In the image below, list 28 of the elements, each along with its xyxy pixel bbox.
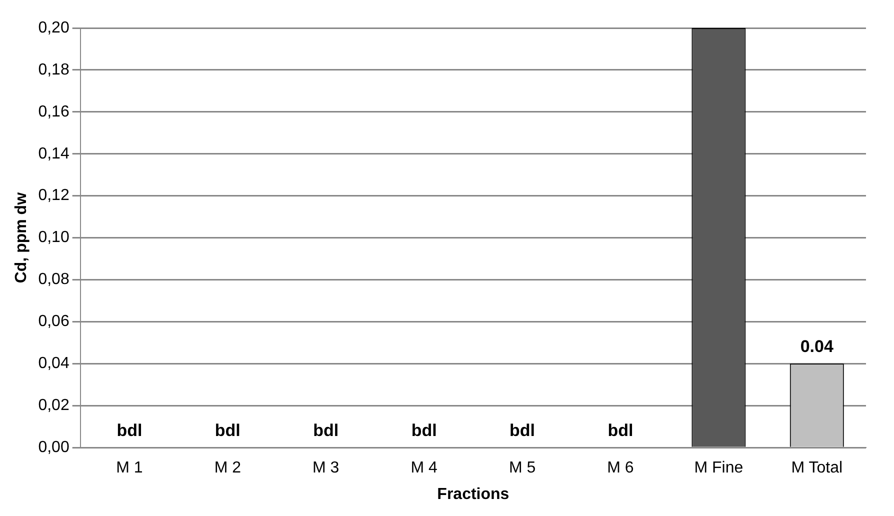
y-tick-label: 0,06	[38, 313, 70, 330]
data-label: bdl	[313, 420, 339, 440]
data-label: bdl	[608, 420, 634, 440]
x-tick-label: M Fine	[694, 460, 744, 477]
data-label: bdl	[411, 420, 437, 440]
x-tick-label: M 4	[410, 460, 438, 477]
x-tick-label: M 5	[508, 460, 536, 477]
x-tick-label: M 2	[214, 460, 242, 477]
data-label: bdl	[510, 420, 536, 440]
x-tick-label: M 1	[116, 460, 143, 477]
y-tick-label: 0,12	[38, 187, 70, 204]
y-tick-label: 0,20	[38, 19, 70, 36]
y-tick-label: 0,00	[38, 439, 70, 456]
x-axis-title: Fractions	[437, 486, 510, 503]
y-tick-label: 0,18	[38, 61, 70, 78]
data-label: 0.04	[800, 336, 834, 356]
x-tick-label: M Total	[791, 460, 843, 477]
y-tick-label: 0,14	[38, 145, 70, 162]
y-axis-title: Cd, ppm dw	[13, 192, 30, 284]
data-label: bdl	[214, 420, 240, 440]
x-tick-label: M 3	[312, 460, 340, 477]
y-tick-label: 0,16	[38, 103, 70, 120]
y-tick-label: 0,02	[38, 397, 70, 414]
y-tick-label: 0,04	[38, 355, 70, 372]
y-tick-label: 0,10	[38, 229, 70, 246]
y-tick-label: 0,08	[38, 271, 70, 288]
x-tick-label: M 6	[607, 460, 634, 477]
data-label: bdl	[116, 420, 142, 440]
